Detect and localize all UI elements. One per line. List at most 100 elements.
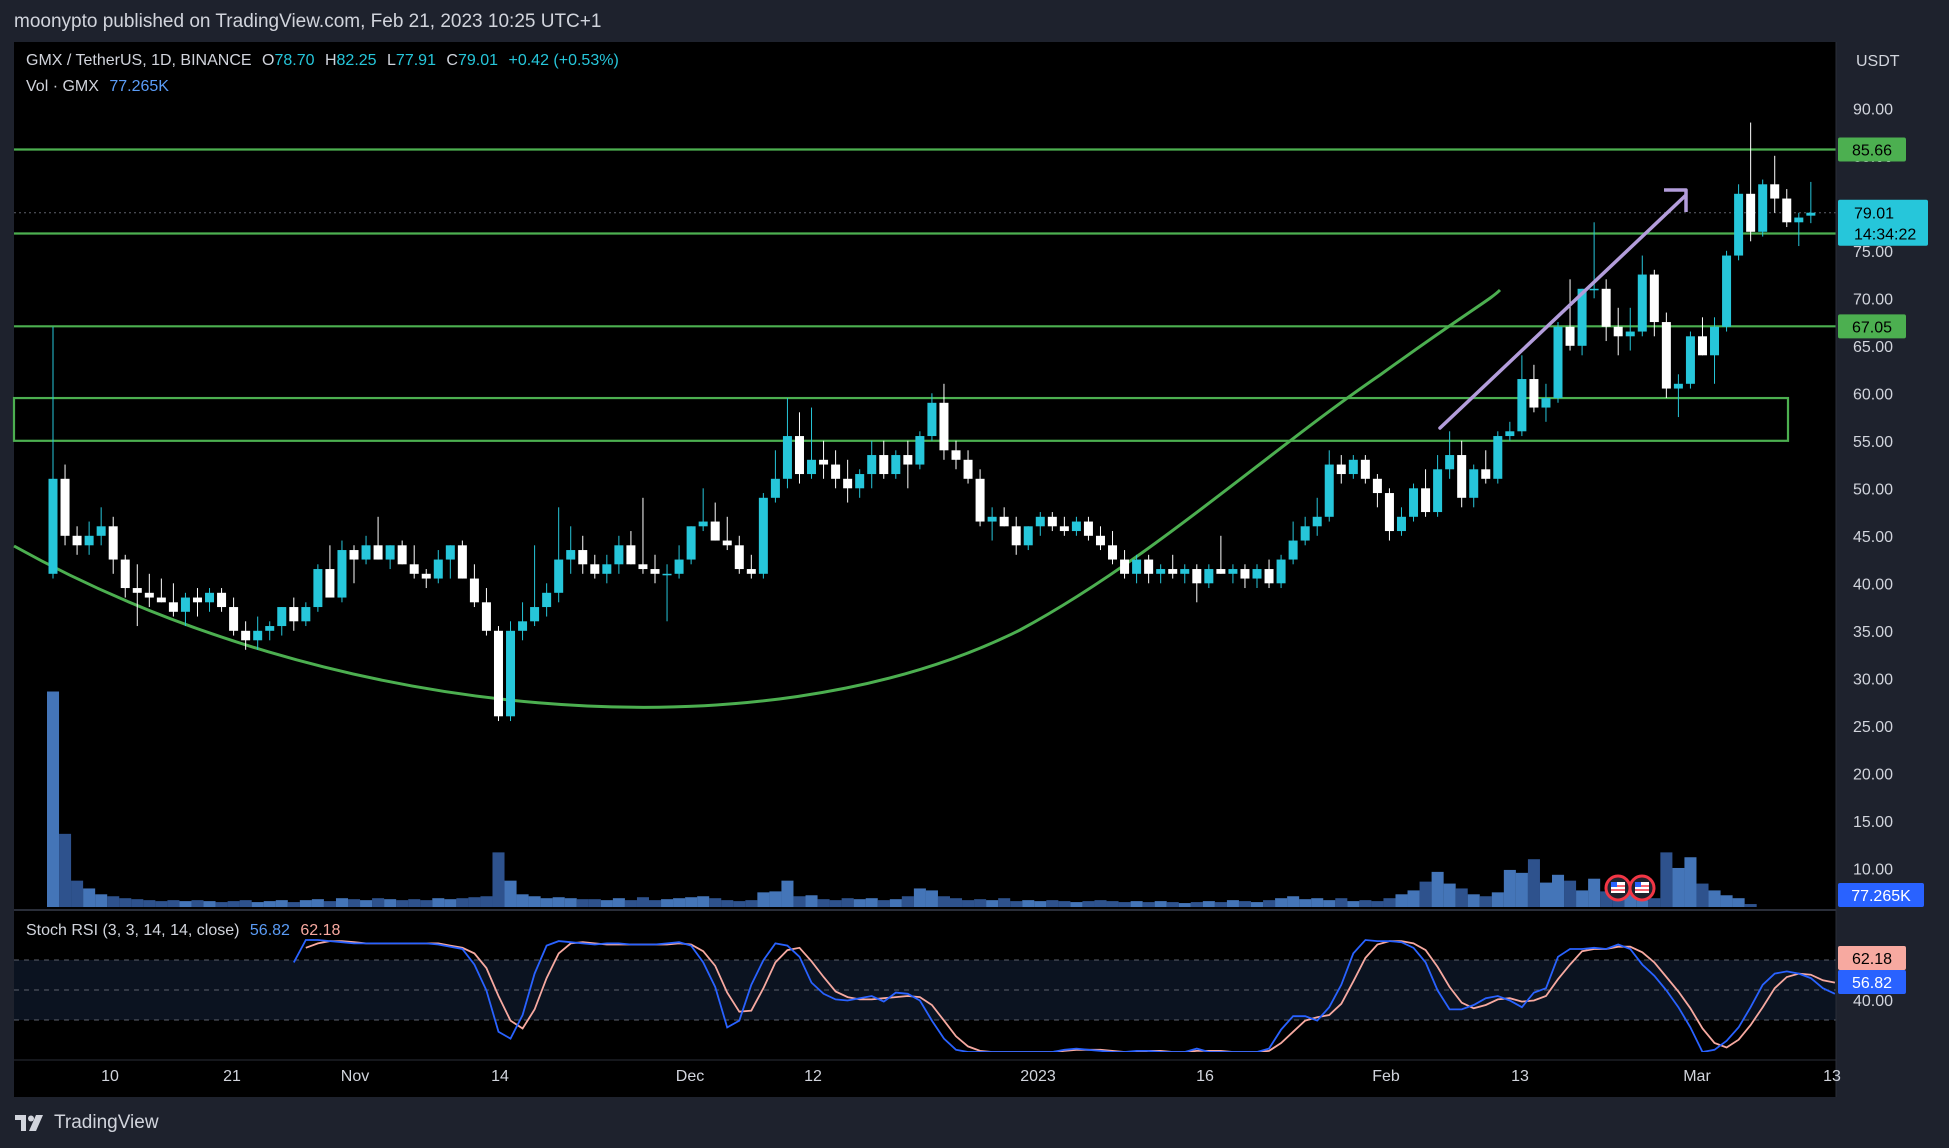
candle[interactable] <box>1396 507 1406 536</box>
candle[interactable] <box>951 440 961 470</box>
candle[interactable] <box>590 554 600 579</box>
candle[interactable] <box>1806 181 1816 224</box>
candle[interactable] <box>1770 155 1780 213</box>
candle[interactable] <box>1722 250 1732 332</box>
candle[interactable] <box>939 383 949 460</box>
candle[interactable] <box>1445 431 1455 479</box>
candle[interactable] <box>867 440 877 489</box>
stoch-pane[interactable] <box>14 939 1836 1052</box>
us-event-flag-icon[interactable] <box>1628 874 1656 902</box>
candle[interactable] <box>1697 317 1707 356</box>
candle[interactable] <box>903 440 913 489</box>
candle[interactable] <box>734 535 744 574</box>
candle[interactable] <box>433 550 443 584</box>
candle[interactable] <box>1421 469 1431 517</box>
candle[interactable] <box>48 326 58 579</box>
candle[interactable] <box>1625 307 1635 351</box>
candle[interactable] <box>229 597 239 636</box>
candle[interactable] <box>758 493 768 579</box>
candle[interactable] <box>1071 516 1081 536</box>
candle[interactable] <box>72 526 82 555</box>
candle[interactable] <box>1517 355 1527 437</box>
candle[interactable] <box>1095 526 1105 551</box>
candle[interactable] <box>1505 421 1515 441</box>
candle[interactable] <box>1469 464 1479 508</box>
candle[interactable] <box>1529 364 1539 413</box>
candle[interactable] <box>445 545 455 579</box>
candle[interactable] <box>1409 483 1419 522</box>
us-event-flag-icon[interactable] <box>1604 874 1632 902</box>
candle[interactable] <box>217 588 227 612</box>
candle[interactable] <box>530 545 540 627</box>
candle[interactable] <box>409 545 419 579</box>
candle[interactable] <box>1108 531 1118 565</box>
candle[interactable] <box>1710 317 1720 384</box>
candle[interactable] <box>385 545 395 570</box>
candle[interactable] <box>1252 564 1262 589</box>
candle[interactable] <box>349 545 359 584</box>
candle[interactable] <box>1023 526 1033 551</box>
candle[interactable] <box>265 621 275 641</box>
candle[interactable] <box>1649 269 1659 337</box>
candle[interactable] <box>626 531 636 565</box>
candle[interactable] <box>1661 312 1671 399</box>
candle[interactable] <box>1481 450 1491 484</box>
candle[interactable] <box>1493 431 1503 484</box>
candle[interactable] <box>1312 497 1322 536</box>
candle[interactable] <box>794 412 804 484</box>
candle[interactable] <box>770 450 780 503</box>
candle[interactable] <box>1204 564 1214 589</box>
candle[interactable] <box>1083 516 1093 541</box>
candle[interactable] <box>1685 331 1695 389</box>
candle[interactable] <box>1156 564 1166 584</box>
candle[interactable] <box>1059 516 1069 536</box>
candle[interactable] <box>722 516 732 551</box>
candle[interactable] <box>506 621 516 722</box>
candle[interactable] <box>493 626 503 722</box>
candle[interactable] <box>566 526 576 574</box>
candle[interactable] <box>578 535 588 574</box>
candle[interactable] <box>1589 222 1599 299</box>
candle[interactable] <box>1457 440 1467 508</box>
candle[interactable] <box>1324 450 1334 522</box>
candle[interactable] <box>819 440 829 479</box>
candle[interactable] <box>1637 255 1647 337</box>
price-pane[interactable] <box>12 122 1836 907</box>
candle[interactable] <box>1047 512 1057 532</box>
candle[interactable] <box>1794 212 1804 247</box>
candle[interactable] <box>60 464 70 546</box>
candle[interactable] <box>1541 383 1551 422</box>
candle[interactable] <box>554 507 564 603</box>
candle[interactable] <box>132 564 142 627</box>
candle[interactable] <box>879 440 889 479</box>
candle[interactable] <box>337 540 347 603</box>
candle[interactable] <box>168 583 178 617</box>
candle[interactable] <box>831 450 841 489</box>
candle[interactable] <box>1372 474 1382 508</box>
candle[interactable] <box>120 554 130 598</box>
candle[interactable] <box>518 602 528 641</box>
candle[interactable] <box>915 431 925 470</box>
candle[interactable] <box>373 516 383 560</box>
candle[interactable] <box>807 407 817 479</box>
candle[interactable] <box>542 583 552 617</box>
candle[interactable] <box>192 588 202 617</box>
candle[interactable] <box>1168 554 1178 579</box>
candle[interactable] <box>277 607 287 636</box>
candle[interactable] <box>999 507 1009 527</box>
candle[interactable] <box>301 602 311 627</box>
candle[interactable] <box>156 578 166 603</box>
candle[interactable] <box>1577 288 1587 356</box>
candle[interactable] <box>253 616 263 650</box>
candle[interactable] <box>1734 184 1744 261</box>
candle[interactable] <box>963 450 973 484</box>
candle[interactable] <box>1144 554 1154 584</box>
candle[interactable] <box>1433 455 1443 517</box>
candle[interactable] <box>1120 550 1130 579</box>
candle[interactable] <box>1276 554 1286 589</box>
candle[interactable] <box>313 564 323 612</box>
candle[interactable] <box>1132 554 1142 584</box>
candle[interactable] <box>843 459 853 503</box>
candle[interactable] <box>1613 307 1623 356</box>
